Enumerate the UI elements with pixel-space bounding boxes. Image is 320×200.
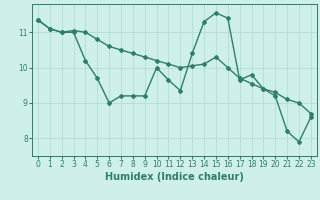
X-axis label: Humidex (Indice chaleur): Humidex (Indice chaleur) [105, 172, 244, 182]
